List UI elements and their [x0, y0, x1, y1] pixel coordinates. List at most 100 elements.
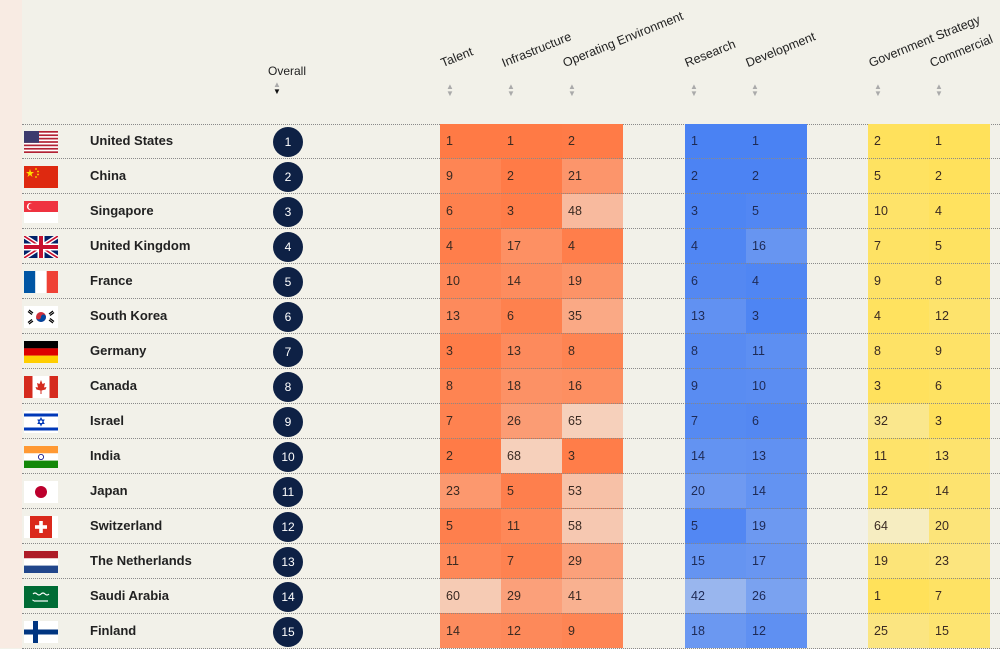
overall-rank-badge: 9 [273, 407, 303, 437]
sort-research-icon[interactable]: ▲ ▼ [690, 82, 698, 98]
development-score-cell: 17 [746, 544, 807, 578]
singapore-flag-icon [24, 201, 58, 223]
country-name: Saudi Arabia [90, 588, 169, 603]
country-name: Japan [90, 483, 128, 498]
commercial-score-cell: 14 [929, 474, 990, 508]
row-divider [22, 403, 1000, 404]
talent-score-cell: 3 [440, 334, 501, 368]
development-score-cell: 6 [746, 404, 807, 438]
infrastructure-score-cell: 2 [501, 159, 562, 193]
infrastructure-score-cell: 26 [501, 404, 562, 438]
south-korea-flag-icon [24, 306, 58, 328]
table-row[interactable]: Switzerland 12 5 11 58 5 19 64 20 [0, 509, 1000, 544]
table-row[interactable]: Israel 9 7 26 65 7 6 32 3 [0, 404, 1000, 439]
research-score-cell: 5 [685, 509, 746, 543]
commercial-score-cell: 8 [929, 264, 990, 298]
overall-rank-badge: 10 [273, 442, 303, 472]
sort-development-icon[interactable]: ▲ ▼ [751, 82, 759, 98]
header-research[interactable]: Research [682, 36, 738, 70]
row-divider [22, 228, 1000, 229]
germany-flag-icon [24, 341, 58, 363]
overall-rank-badge: 8 [273, 372, 303, 402]
country-name: Germany [90, 343, 147, 358]
infrastructure-score-cell: 14 [501, 264, 562, 298]
sort-commercial-icon[interactable]: ▲ ▼ [935, 82, 943, 98]
us-flag-icon [24, 131, 58, 153]
operating-score-cell: 53 [562, 474, 623, 508]
table-row[interactable]: China 2 9 2 21 2 2 5 2 [0, 159, 1000, 194]
infrastructure-score-cell: 5 [501, 474, 562, 508]
table-row[interactable]: Singapore 3 6 3 48 3 5 10 4 [0, 194, 1000, 229]
research-score-cell: 15 [685, 544, 746, 578]
operating-score-cell: 58 [562, 509, 623, 543]
header-overall[interactable]: Overall [268, 64, 307, 78]
country-name: Canada [90, 378, 137, 393]
talent-score-cell: 8 [440, 369, 501, 403]
commercial-score-cell: 7 [929, 579, 990, 613]
overall-rank-badge: 11 [273, 477, 303, 507]
commercial-score-cell: 13 [929, 439, 990, 473]
table-row[interactable]: United Kingdom 4 4 17 4 4 16 7 5 [0, 229, 1000, 264]
commercial-score-cell: 20 [929, 509, 990, 543]
country-name: The Netherlands [90, 553, 192, 568]
commercial-score-cell: 9 [929, 334, 990, 368]
infrastructure-score-cell: 17 [501, 229, 562, 263]
header-operating-environment[interactable]: Operating Environment [560, 8, 686, 71]
table-row[interactable]: Finland 15 14 12 9 18 12 25 15 [0, 614, 1000, 649]
development-score-cell: 3 [746, 299, 807, 333]
government-score-cell: 1 [868, 579, 929, 613]
table-row[interactable]: Canada 8 8 18 16 9 10 3 6 [0, 369, 1000, 404]
sort-overall-icon[interactable]: ▲ ▼ [273, 80, 281, 96]
table-row[interactable]: Saudi Arabia 14 60 29 41 42 26 1 7 [0, 579, 1000, 614]
operating-score-cell: 21 [562, 159, 623, 193]
infrastructure-score-cell: 12 [501, 614, 562, 648]
row-divider [22, 438, 1000, 439]
sort-talent-icon[interactable]: ▲ ▼ [446, 82, 454, 98]
talent-score-cell: 10 [440, 264, 501, 298]
research-score-cell: 2 [685, 159, 746, 193]
netherlands-flag-icon [24, 551, 58, 573]
operating-score-cell: 41 [562, 579, 623, 613]
table-row[interactable]: The Netherlands 13 11 7 29 15 17 19 23 [0, 544, 1000, 579]
table-row[interactable]: India 10 2 68 3 14 13 11 13 [0, 439, 1000, 474]
overall-rank-badge: 5 [273, 267, 303, 297]
operating-score-cell: 35 [562, 299, 623, 333]
table-row[interactable]: France 5 10 14 19 6 4 9 8 [0, 264, 1000, 299]
country-name: China [90, 168, 127, 183]
header-infrastructure[interactable]: Infrastructure [499, 29, 574, 70]
infrastructure-score-cell: 13 [501, 334, 562, 368]
header-talent[interactable]: Talent [438, 44, 475, 70]
sort-infrastructure-icon[interactable]: ▲ ▼ [507, 82, 515, 98]
sort-operating-icon[interactable]: ▲ ▼ [568, 82, 576, 98]
table-row[interactable]: Japan 11 23 5 53 20 14 12 14 [0, 474, 1000, 509]
government-score-cell: 2 [868, 124, 929, 158]
overall-rank-badge: 6 [273, 302, 303, 332]
table-row[interactable]: United States 1 1 1 2 1 1 2 1 [0, 124, 1000, 159]
header-development[interactable]: Development [743, 29, 818, 71]
operating-score-cell: 3 [562, 439, 623, 473]
table-row[interactable]: South Korea 6 13 6 35 13 3 4 12 [0, 299, 1000, 334]
commercial-score-cell: 6 [929, 369, 990, 403]
research-score-cell: 9 [685, 369, 746, 403]
infrastructure-score-cell: 18 [501, 369, 562, 403]
overall-rank-badge: 7 [273, 337, 303, 367]
development-score-cell: 11 [746, 334, 807, 368]
talent-score-cell: 5 [440, 509, 501, 543]
government-score-cell: 5 [868, 159, 929, 193]
government-score-cell: 19 [868, 544, 929, 578]
table-header: Overall ▲ ▼ Talent ▲ ▼ Infrastructure ▲ ▼ O… [0, 0, 1000, 124]
talent-score-cell: 13 [440, 299, 501, 333]
table-row[interactable]: Germany 7 3 13 8 8 11 8 9 [0, 334, 1000, 369]
overall-rank-badge: 2 [273, 162, 303, 192]
sort-government-icon[interactable]: ▲ ▼ [874, 82, 882, 98]
talent-score-cell: 7 [440, 404, 501, 438]
government-score-cell: 64 [868, 509, 929, 543]
research-score-cell: 1 [685, 124, 746, 158]
infrastructure-score-cell: 29 [501, 579, 562, 613]
research-score-cell: 13 [685, 299, 746, 333]
development-score-cell: 16 [746, 229, 807, 263]
talent-score-cell: 1 [440, 124, 501, 158]
overall-rank-badge: 14 [273, 582, 303, 612]
row-divider [22, 508, 1000, 509]
talent-score-cell: 11 [440, 544, 501, 578]
